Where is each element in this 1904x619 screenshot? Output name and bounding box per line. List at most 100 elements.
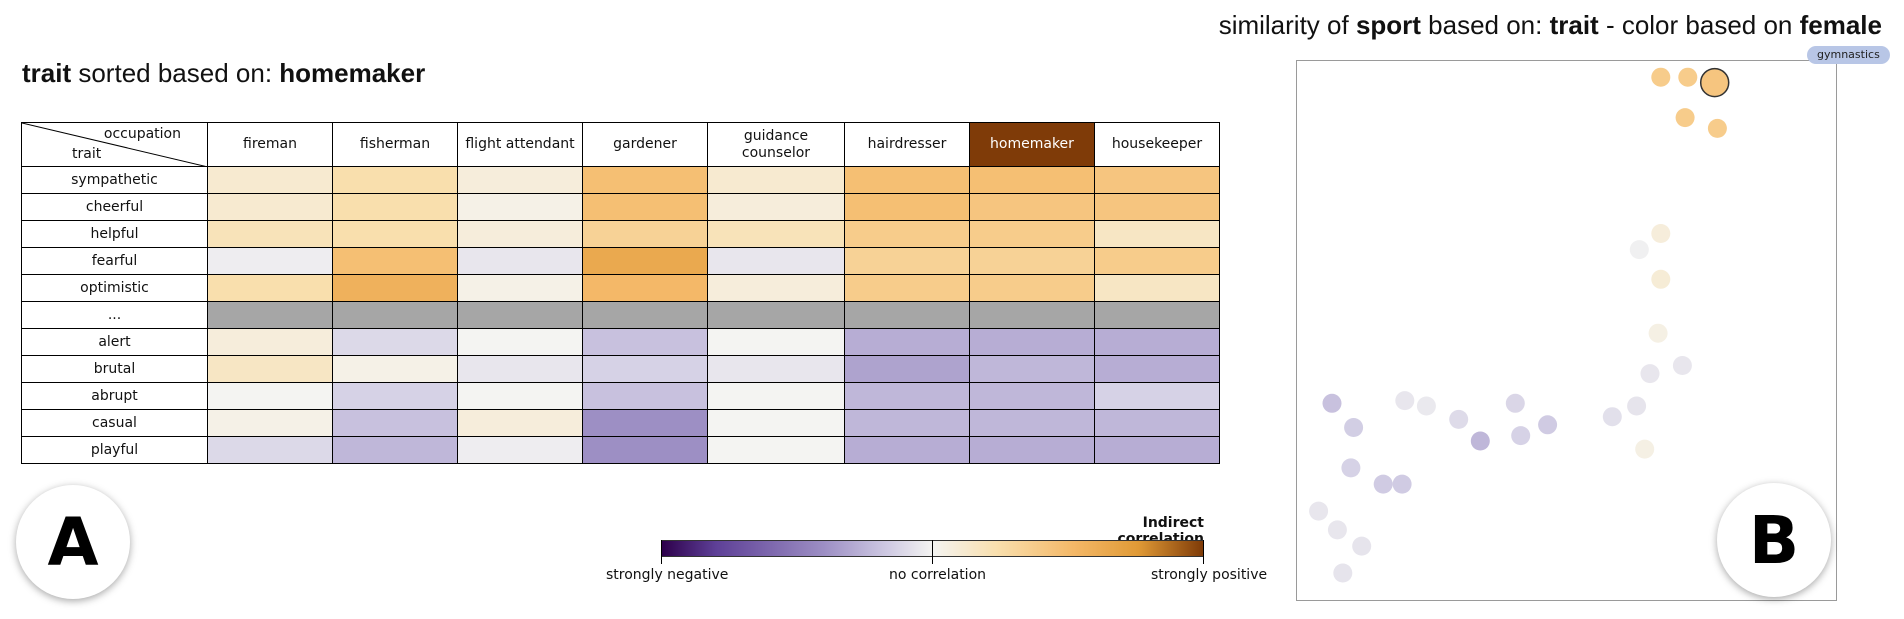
heatmap-cell[interactable] — [844, 301, 970, 329]
heatmap-cell[interactable] — [332, 301, 458, 329]
heatmap-cell[interactable] — [969, 193, 1095, 221]
scatter-point[interactable] — [1651, 224, 1671, 243]
heatmap-cell[interactable] — [1094, 409, 1220, 437]
heatmap-cell[interactable] — [332, 328, 458, 356]
scatter-point[interactable] — [1651, 269, 1671, 289]
scatter-point[interactable] — [1651, 67, 1671, 87]
heatmap-cell[interactable] — [1094, 382, 1220, 410]
row-label[interactable]: alert — [21, 328, 208, 356]
heatmap-cell[interactable] — [844, 436, 970, 464]
heatmap-cell[interactable] — [1094, 247, 1220, 275]
scatter-point[interactable] — [1333, 563, 1353, 583]
heatmap-cell[interactable] — [969, 328, 1095, 356]
scatter-point[interactable] — [1672, 356, 1692, 375]
row-label[interactable]: cheerful — [21, 193, 208, 221]
scatter-point[interactable] — [1309, 501, 1329, 521]
heatmap-cell[interactable] — [207, 247, 333, 275]
heatmap-cell[interactable] — [332, 355, 458, 383]
heatmap-cell[interactable] — [332, 409, 458, 437]
heatmap-cell[interactable] — [207, 355, 333, 383]
heatmap-cell[interactable] — [207, 301, 333, 329]
heatmap-cell[interactable] — [844, 328, 970, 356]
heatmap-cell[interactable] — [707, 382, 845, 410]
row-label[interactable]: sympathetic — [21, 166, 208, 194]
heatmap-cell[interactable] — [1094, 220, 1220, 248]
heatmap-cell[interactable] — [844, 166, 970, 194]
scatter-point[interactable] — [1511, 426, 1531, 446]
heatmap-cell[interactable] — [332, 274, 458, 302]
heatmap-cell[interactable] — [844, 274, 970, 302]
scatter-point[interactable] — [1640, 364, 1660, 384]
heatmap-cell[interactable] — [332, 166, 458, 194]
scatter-point[interactable] — [1648, 323, 1668, 343]
heatmap-cell[interactable] — [844, 247, 970, 275]
heatmap-cell[interactable] — [207, 166, 333, 194]
heatmap-cell[interactable] — [582, 355, 708, 383]
heatmap-cell[interactable] — [582, 301, 708, 329]
heatmap-cell[interactable] — [582, 274, 708, 302]
heatmap-cell[interactable] — [707, 247, 845, 275]
heatmap-cell[interactable] — [969, 436, 1095, 464]
heatmap-cell[interactable] — [707, 220, 845, 248]
heatmap-cell[interactable] — [969, 409, 1095, 437]
scatter-point[interactable] — [1392, 474, 1412, 494]
heatmap-cell[interactable] — [707, 355, 845, 383]
scatter-point[interactable] — [1678, 67, 1698, 87]
heatmap-cell[interactable] — [844, 355, 970, 383]
row-label[interactable]: playful — [21, 436, 208, 464]
row-label[interactable]: brutal — [21, 355, 208, 383]
scatter-point[interactable] — [1322, 393, 1342, 413]
column-header-fisherman[interactable]: fisherman — [332, 122, 458, 167]
heatmap-cell[interactable] — [1094, 355, 1220, 383]
row-label[interactable]: casual — [21, 409, 208, 437]
row-label[interactable]: helpful — [21, 220, 208, 248]
column-header-gardener[interactable]: gardener — [582, 122, 708, 167]
scatter-point[interactable] — [1627, 396, 1647, 416]
scatter-point[interactable] — [1327, 520, 1347, 540]
heatmap-cell[interactable] — [582, 220, 708, 248]
heatmap-cell[interactable] — [332, 247, 458, 275]
scatter-point[interactable] — [1675, 108, 1695, 128]
heatmap-cell[interactable] — [707, 301, 845, 329]
heatmap-cell[interactable] — [457, 274, 583, 302]
scatter-point[interactable] — [1352, 536, 1372, 556]
column-header-flight-attendant[interactable]: flight attendant — [457, 122, 583, 167]
scatter-point[interactable] — [1505, 393, 1525, 413]
heatmap-cell[interactable] — [844, 409, 970, 437]
heatmap-cell[interactable] — [1094, 166, 1220, 194]
scatter-point[interactable] — [1707, 118, 1727, 138]
scatter-point[interactable] — [1341, 458, 1361, 478]
row-label[interactable]: optimistic — [21, 274, 208, 302]
column-header-guidance-counselor[interactable]: guidance counselor — [707, 122, 845, 167]
heatmap-cell[interactable] — [582, 328, 708, 356]
heatmap-cell[interactable] — [1094, 301, 1220, 329]
scatter-point[interactable] — [1395, 391, 1415, 411]
heatmap-cell[interactable] — [582, 247, 708, 275]
scatter-point[interactable] — [1416, 396, 1436, 416]
heatmap-cell[interactable] — [1094, 193, 1220, 221]
scatter-point[interactable] — [1538, 415, 1558, 435]
heatmap-cell[interactable] — [707, 409, 845, 437]
heatmap-cell[interactable] — [582, 193, 708, 221]
heatmap-cell[interactable] — [969, 382, 1095, 410]
heatmap-cell[interactable] — [457, 247, 583, 275]
heatmap-cell[interactable] — [844, 193, 970, 221]
scatter-point[interactable] — [1449, 409, 1469, 429]
heatmap-cell[interactable] — [969, 355, 1095, 383]
heatmap-cell[interactable] — [457, 355, 583, 383]
scatter-point[interactable] — [1635, 439, 1655, 459]
heatmap-cell[interactable] — [1094, 274, 1220, 302]
scatter-point[interactable] — [1344, 418, 1364, 437]
heatmap-cell[interactable] — [969, 166, 1095, 194]
heatmap-cell[interactable] — [457, 382, 583, 410]
heatmap-cell[interactable] — [207, 274, 333, 302]
scatter-point[interactable] — [1373, 474, 1393, 494]
heatmap-cell[interactable] — [207, 382, 333, 410]
scatter-point[interactable] — [1470, 431, 1490, 451]
heatmap-cell[interactable] — [457, 436, 583, 464]
row-label[interactable]: abrupt — [21, 382, 208, 410]
heatmap-cell[interactable] — [844, 382, 970, 410]
heatmap-cell[interactable] — [969, 301, 1095, 329]
heatmap-cell[interactable] — [332, 193, 458, 221]
heatmap-cell[interactable] — [707, 274, 845, 302]
